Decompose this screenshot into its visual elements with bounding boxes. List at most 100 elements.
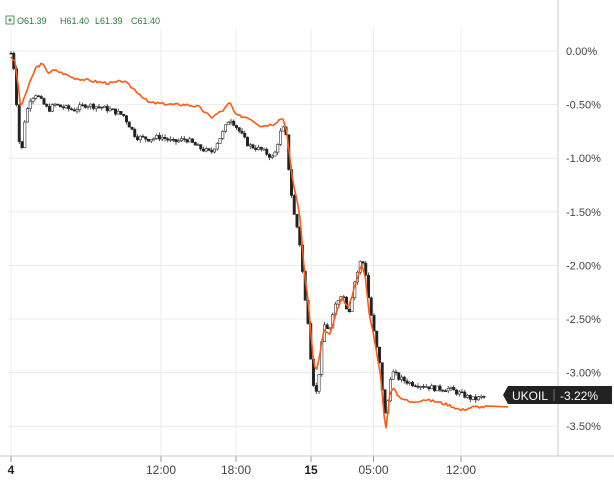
- candle-body: [86, 106, 90, 108]
- tag-value: -3.22%: [560, 389, 598, 403]
- symbol-price-tag: UKOIL -3.22%: [503, 386, 612, 404]
- y-tick-label: -3.50%: [566, 421, 601, 433]
- candle-body: [256, 146, 260, 150]
- candle-body: [67, 105, 71, 110]
- candle-body: [394, 371, 398, 374]
- x-tick-label: 12:00: [446, 463, 476, 477]
- plus-box-icon[interactable]: [5, 15, 15, 25]
- candle-body: [237, 127, 241, 132]
- candle-body: [254, 147, 258, 150]
- candle-body: [138, 135, 142, 140]
- candle-body: [144, 136, 148, 140]
- candle-body: [158, 135, 162, 140]
- candle-body: [122, 113, 126, 117]
- candle-body: [410, 382, 414, 387]
- candle-body: [270, 155, 274, 158]
- candle-body: [476, 396, 480, 401]
- candle-body: [413, 385, 417, 388]
- ohlc-close: C61.40: [131, 16, 160, 26]
- ohlc-open: O61.39: [17, 16, 47, 26]
- candle-body: [438, 385, 442, 391]
- candle-body: [56, 103, 60, 106]
- candle-body: [246, 136, 250, 147]
- y-tick-label: -2.00%: [566, 260, 601, 272]
- y-tick-label: -1.50%: [566, 207, 601, 219]
- gridlines: [8, 28, 558, 456]
- candle-body: [185, 139, 189, 143]
- candle-body: [133, 128, 137, 138]
- candle-body: [114, 108, 118, 115]
- candle-body: [147, 138, 151, 142]
- candle-body: [251, 144, 255, 149]
- candle-body: [465, 394, 469, 398]
- candle-body: [273, 151, 277, 157]
- candle-body: [267, 154, 271, 158]
- candle-body: [471, 396, 475, 400]
- candle-body: [119, 110, 123, 115]
- candle-body: [125, 115, 129, 123]
- candle-body: [97, 106, 101, 108]
- candle-body: [92, 103, 96, 109]
- candle-body: [397, 372, 401, 380]
- ohlc-low: L61.39: [95, 16, 123, 26]
- candle-body: [103, 105, 107, 109]
- x-tick-label: 4: [8, 463, 15, 477]
- candle-body: [31, 98, 35, 102]
- candle-body: [369, 297, 373, 316]
- x-tick-label: 05:00: [358, 463, 388, 477]
- candle-body: [152, 137, 156, 140]
- candle-body: [454, 389, 458, 395]
- candle-body: [141, 135, 145, 138]
- candle-body: [50, 104, 54, 112]
- compare-line: [10, 56, 509, 429]
- candle-body: [430, 385, 434, 390]
- candle-body: [482, 396, 486, 398]
- candle-body: [61, 106, 65, 109]
- candle-body: [375, 330, 379, 348]
- candle-body: [314, 385, 318, 392]
- candle-body: [419, 386, 423, 388]
- candle-body: [202, 148, 206, 152]
- candle-body: [262, 148, 266, 151]
- candle-body: [45, 104, 49, 107]
- candle-body: [100, 106, 104, 109]
- candle-body: [166, 138, 170, 141]
- candle-body: [28, 100, 32, 109]
- candle-body: [64, 105, 68, 109]
- candle-body: [111, 108, 115, 111]
- candle-body: [383, 389, 387, 414]
- candle-body: [204, 148, 208, 152]
- candle-body: [292, 195, 296, 215]
- candle-body: [53, 103, 57, 106]
- candle-body: [72, 109, 76, 112]
- axes: [0, 0, 614, 462]
- candle-body: [193, 142, 197, 146]
- candle-body: [163, 137, 167, 139]
- candle-body: [174, 139, 178, 143]
- candle-body: [210, 149, 214, 153]
- candle-body: [408, 382, 412, 384]
- candle-body: [265, 148, 269, 155]
- candle-body: [188, 138, 192, 143]
- candle-body: [278, 130, 282, 145]
- candle-body: [317, 374, 321, 392]
- candle-body: [25, 108, 29, 123]
- candle-body: [479, 396, 483, 398]
- candle-body: [20, 141, 24, 149]
- candle-body: [474, 396, 478, 401]
- candle-body: [463, 391, 467, 398]
- candle-body: [435, 385, 439, 392]
- candlestick-series: [9, 51, 486, 415]
- candle-body: [243, 132, 247, 138]
- candle-body: [180, 138, 184, 141]
- candle-body: [83, 104, 87, 108]
- candle-body: [276, 144, 280, 153]
- candle-body: [116, 110, 120, 115]
- candle-body: [446, 388, 450, 392]
- candle-body: [136, 136, 140, 140]
- candle-body: [78, 104, 82, 110]
- candle-body: [460, 391, 464, 394]
- candle-body: [232, 120, 236, 126]
- tag-symbol: UKOIL: [512, 389, 548, 403]
